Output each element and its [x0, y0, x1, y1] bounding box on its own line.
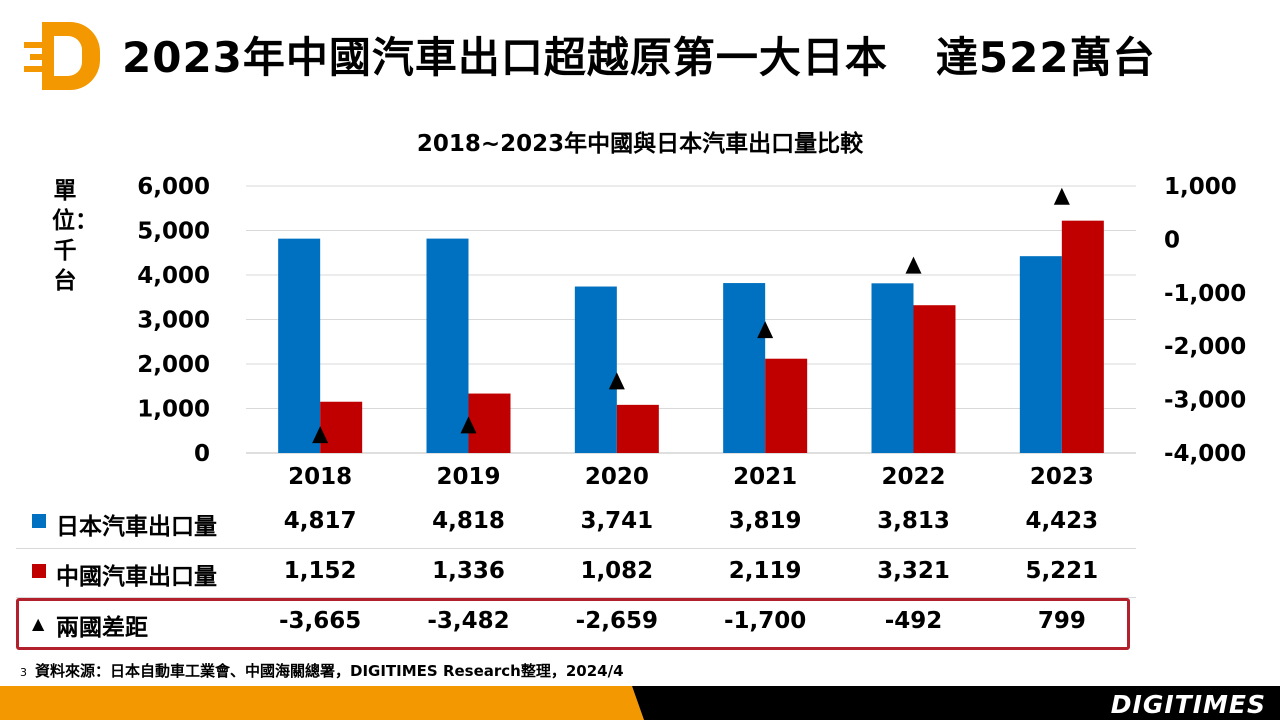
triangle-marker-icon: ▲	[32, 614, 45, 633]
table-cell: -3,482	[427, 608, 510, 634]
table-cell: 2,119	[728, 558, 802, 584]
y2-tick-label: -3,000	[1164, 388, 1246, 414]
table-divider	[16, 548, 1136, 549]
table-cell: 4,423	[1025, 508, 1099, 534]
y-tick-label: 5,000	[137, 219, 210, 245]
row-label-china: 中國汽車出口量	[56, 564, 217, 590]
gap-marker	[757, 321, 774, 339]
x-tick-label: 2020	[585, 464, 649, 490]
y-tick-label: 3,000	[137, 308, 210, 334]
legend-key-china	[32, 564, 46, 578]
bar-japan	[1019, 256, 1062, 453]
table-cell: 1,082	[580, 558, 654, 584]
x-tick-label: 2021	[733, 464, 797, 490]
bar-china	[616, 404, 659, 453]
x-tick-label: 2018	[288, 464, 352, 490]
gap-marker	[312, 426, 329, 444]
footer-bar	[0, 686, 1280, 720]
bar-china	[320, 401, 363, 453]
table-cell: 1,336	[432, 558, 505, 584]
y2-tick-label: -1,000	[1164, 281, 1246, 307]
table-cell: 1,152	[283, 558, 357, 584]
table-divider	[16, 597, 1136, 598]
table-cell: 5,221	[1025, 558, 1099, 584]
page-number: 3	[20, 666, 27, 679]
bar-china	[1061, 220, 1104, 453]
bar-japan	[426, 238, 469, 453]
x-tick-label: 2022	[881, 464, 945, 490]
page-title: 2023年中國汽車出口超越原第一大日本 達522萬台	[122, 24, 1156, 85]
y2-tick-label: -4,000	[1164, 441, 1246, 467]
table-cell: -1,700	[724, 608, 807, 634]
bar-japan	[723, 283, 766, 453]
table-cell: 3,321	[877, 558, 950, 584]
x-tick-label: 2023	[1030, 464, 1094, 490]
brand-wordmark: DIGITIMES	[1110, 690, 1266, 719]
table-cell: -3,665	[279, 608, 362, 634]
source-text: 資料來源：日本自動車工業會、中國海關總署，DIGITIMES Research整…	[35, 662, 624, 680]
digitimes-logo-icon	[24, 22, 100, 90]
bar-china	[765, 358, 808, 453]
table-cell: 3,819	[728, 508, 802, 534]
x-tick-label: 2019	[436, 464, 500, 490]
bar-chart: 0 1,000 2,000 3,000 4,000 5,000 6,000 -4,000 -3,…	[137, 174, 1246, 490]
y-tick-label: 2,000	[137, 352, 210, 378]
table-cell: 4,818	[432, 508, 505, 534]
bar-japan	[574, 286, 617, 453]
bar-china	[468, 393, 511, 453]
y-tick-label: 6,000	[137, 174, 210, 200]
bar-china	[913, 305, 956, 453]
bar-japan	[871, 283, 914, 453]
gap-marker	[460, 416, 477, 434]
table-cell: 4,817	[283, 508, 357, 534]
title-main: 2023年中國汽車出口超越原第一大日本	[122, 33, 888, 82]
table-cell: 3,813	[877, 508, 950, 534]
y-axis-unit-label: 單位：千台	[52, 178, 98, 294]
source-note: 3 資料來源：日本自動車工業會、中國海關總署，DIGITIMES Research…	[20, 660, 624, 681]
chart-title: 2018~2023年中國與日本汽車出口量比較	[416, 131, 864, 157]
gap-marker	[1053, 187, 1070, 205]
y-tick-label: 0	[194, 441, 210, 467]
table-cell: -492	[884, 608, 943, 634]
row-label-gap: 兩國差距	[56, 615, 148, 641]
y2-tick-label: -2,000	[1164, 334, 1246, 360]
y2-tick-label: 0	[1164, 227, 1180, 253]
table-cell: 3,741	[580, 508, 654, 534]
y-tick-label: 1,000	[137, 397, 210, 423]
row-label-japan: 日本汽車出口量	[56, 514, 217, 540]
gap-marker	[905, 256, 922, 274]
title-suffix: 達522萬台	[935, 33, 1156, 82]
table-cell: -2,659	[575, 608, 658, 634]
legend-key-japan	[32, 514, 46, 528]
gap-marker	[608, 372, 625, 390]
bar-japan	[278, 238, 321, 453]
y2-tick-label: 1,000	[1164, 174, 1237, 200]
gap-row-highlight-box	[16, 598, 1130, 650]
table-cell: 799	[1037, 608, 1086, 634]
y-tick-label: 4,000	[137, 263, 210, 289]
